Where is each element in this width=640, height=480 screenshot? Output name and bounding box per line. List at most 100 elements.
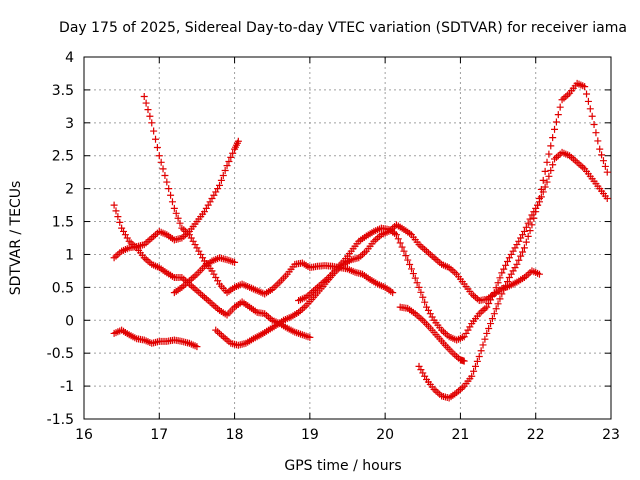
data-point [554, 111, 562, 119]
data-point [460, 357, 468, 365]
data-point [172, 209, 180, 217]
data-point [216, 181, 224, 189]
data-point [483, 303, 491, 311]
data-point [539, 176, 547, 184]
data-point [110, 201, 118, 209]
data-point [468, 372, 476, 380]
data-point [415, 283, 423, 291]
data-point [541, 167, 549, 175]
data-point [520, 244, 528, 252]
data-point [549, 161, 557, 169]
series-track-e [170, 254, 239, 297]
data-point [219, 171, 227, 179]
data-point [193, 343, 201, 351]
data-point [176, 219, 184, 227]
data-point [159, 165, 167, 173]
data-point [545, 172, 553, 180]
data-point [492, 284, 500, 292]
data-point [400, 247, 408, 255]
data-point [496, 295, 504, 303]
data-point [409, 270, 417, 278]
data-point [588, 112, 596, 120]
data-point [532, 208, 540, 216]
data-point [146, 112, 154, 120]
data-point [547, 142, 555, 150]
data-point [590, 120, 598, 128]
data-point [225, 157, 233, 165]
data-point [167, 191, 175, 199]
data-point [411, 274, 419, 282]
data-point [234, 137, 242, 145]
x-tick-label: 20 [376, 427, 394, 443]
series-track-i [415, 79, 611, 402]
data-point [389, 289, 397, 297]
data-point [479, 341, 487, 349]
y-tick-label: -0.5 [47, 346, 74, 362]
data-point [152, 135, 160, 143]
data-point [394, 235, 402, 243]
axis-ticks: 16 17 18 19 20 21 22 23 -1.5 -1 -0.5 0 0.5 1 1.5 2 2.5 3 3… [47, 50, 620, 443]
data-point [488, 315, 496, 323]
data-point [161, 171, 169, 179]
data-point [543, 178, 551, 186]
x-tick-label: 22 [527, 427, 545, 443]
data-point [583, 90, 591, 98]
data-point [551, 125, 559, 133]
x-tick-label: 19 [301, 427, 319, 443]
data-point [537, 185, 545, 193]
data-point [392, 231, 400, 239]
data-point [406, 260, 414, 268]
data-point [473, 357, 481, 365]
data-point [114, 213, 122, 221]
series-track-a [140, 92, 397, 298]
data-point [487, 296, 495, 304]
data-point [148, 119, 156, 127]
data-point [494, 300, 502, 308]
data-point [498, 290, 506, 298]
data-point [421, 298, 429, 306]
data-point [153, 144, 161, 151]
series-track-c [110, 137, 242, 262]
data-point [500, 265, 508, 273]
data-point [140, 92, 148, 100]
data-point [586, 105, 594, 113]
data-point [475, 352, 483, 360]
data-point [470, 367, 478, 375]
x-tick-label: 16 [75, 427, 93, 443]
data-point [534, 201, 542, 209]
data-point [547, 167, 555, 175]
y-tick-label: -1.5 [47, 412, 74, 428]
data-point [496, 274, 504, 282]
x-tick-label: 18 [226, 427, 244, 443]
data-point [594, 137, 602, 145]
data-point [417, 288, 425, 296]
data-point [396, 239, 404, 247]
data-point [502, 261, 510, 269]
data-point [503, 278, 511, 286]
data-point [519, 248, 527, 256]
data-point [481, 335, 489, 343]
data-point [528, 221, 536, 229]
data-point [526, 227, 534, 235]
x-tick-label: 21 [452, 427, 470, 443]
series-layer [110, 79, 611, 402]
data-point [217, 176, 225, 184]
data-point [520, 227, 528, 235]
data-point [170, 204, 178, 212]
data-point [552, 118, 560, 126]
data-point [517, 252, 525, 260]
data-point [490, 289, 498, 297]
data-point [404, 256, 412, 264]
data-point [231, 258, 239, 266]
data-point [535, 270, 543, 278]
data-point [477, 347, 485, 355]
data-point [530, 214, 538, 222]
data-point [603, 195, 611, 203]
data-point [483, 329, 491, 337]
data-point [155, 152, 163, 160]
data-point [413, 279, 421, 287]
data-point [163, 178, 171, 186]
x-tick-label: 23 [602, 427, 620, 443]
y-tick-label: 2.5 [52, 149, 74, 165]
